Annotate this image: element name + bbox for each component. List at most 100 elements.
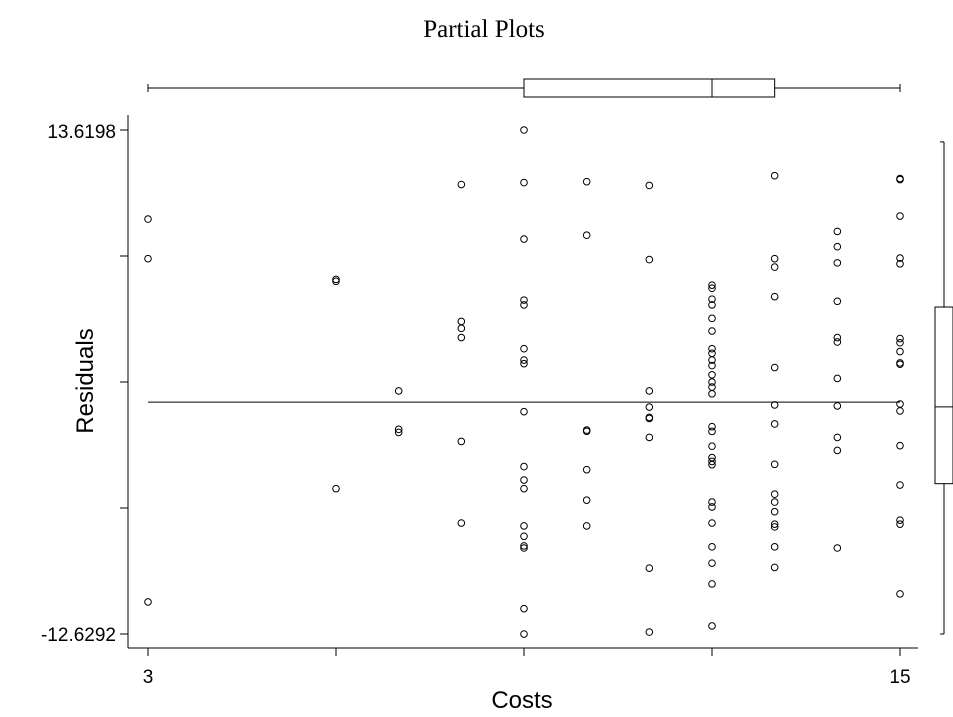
- scatter-point: [896, 347, 904, 356]
- data-points: [144, 126, 904, 638]
- scatter-point: [896, 590, 904, 598]
- scatter-point: [582, 465, 591, 474]
- scatter-point: [708, 371, 716, 379]
- scatter-point: [896, 254, 904, 262]
- scatter-point: [457, 519, 466, 527]
- scatter-point: [896, 212, 904, 220]
- scatter-point: [520, 604, 528, 613]
- scatter-point: [896, 481, 904, 489]
- scatter-point: [833, 446, 842, 455]
- scatter-point: [645, 403, 654, 411]
- scatter-point: [645, 255, 654, 264]
- scatter-point: [645, 414, 654, 423]
- x-axis-label: Costs: [491, 687, 552, 714]
- scatter-point: [833, 374, 842, 383]
- scatter-point: [833, 227, 842, 236]
- scatter-point: [520, 356, 528, 364]
- scatter-point: [457, 333, 466, 342]
- scatter-point: [520, 544, 528, 552]
- y-boxplot: [934, 141, 953, 635]
- scatter-point: [582, 231, 591, 240]
- scatter-point: [332, 275, 340, 284]
- scatter-point: [708, 344, 716, 353]
- scatter-point: [520, 484, 528, 493]
- scatter-point: [708, 427, 716, 436]
- scatter-point: [896, 441, 904, 450]
- scatter-point: [896, 516, 904, 524]
- scatter-point: [708, 295, 716, 303]
- scatter-point: [520, 630, 528, 638]
- scatter-point: [708, 301, 716, 309]
- x-boxplot: [147, 78, 901, 98]
- scatter-point: [833, 242, 842, 251]
- scatter-point: [770, 363, 779, 372]
- scatter-point: [708, 349, 716, 358]
- y-axis-label: Residuals: [72, 328, 99, 433]
- scatter-point: [457, 324, 466, 333]
- scatter-point: [708, 281, 716, 289]
- scatter-point: [645, 387, 654, 395]
- scatter-point: [770, 254, 779, 263]
- scatter-point: [394, 428, 403, 437]
- scatter-point: [144, 254, 152, 263]
- scatter-point: [833, 544, 842, 552]
- scatter-point: [582, 496, 591, 504]
- scatter-point: [520, 407, 528, 416]
- scatter-point: [770, 171, 779, 180]
- chart-title: Partial Plots: [423, 16, 545, 43]
- scatter-point: [708, 378, 716, 386]
- scatter-point: [645, 433, 654, 442]
- scatter-point: [770, 543, 779, 551]
- scatter-point: [520, 235, 528, 243]
- scatter-point: [770, 420, 779, 428]
- scatter-point: [394, 425, 403, 434]
- scatter-point: [770, 292, 779, 301]
- scatter-point: [896, 360, 904, 369]
- scatter-point: [520, 296, 528, 304]
- scatter-point: [896, 260, 904, 268]
- scatter-point: [520, 542, 528, 550]
- scatter-point: [833, 297, 842, 306]
- y-tick-label-top: 13.6198: [47, 122, 116, 143]
- scatter-point: [520, 522, 528, 530]
- x-tick-label-right: 15: [889, 667, 910, 688]
- scatter-point: [708, 327, 716, 335]
- scatter-point: [833, 433, 842, 442]
- scatter-point: [708, 383, 716, 391]
- scatter-point: [708, 580, 716, 588]
- scatter-point: [457, 317, 466, 326]
- scatter-point: [770, 498, 779, 506]
- scatter-point: [708, 422, 716, 431]
- scatter-point: [708, 453, 716, 462]
- scatter-point: [332, 484, 340, 493]
- scatter-point: [896, 175, 904, 184]
- scatter-point: [770, 523, 779, 531]
- scatter-point: [520, 301, 528, 309]
- scatter-point: [708, 503, 716, 511]
- scatter-point: [708, 559, 716, 567]
- y-box-body: [934, 306, 953, 485]
- scatter-point: [144, 215, 152, 223]
- scatter-point: [645, 181, 654, 190]
- scatter-point: [520, 126, 528, 134]
- scatter-point: [708, 622, 716, 630]
- scatter-point: [645, 628, 654, 636]
- scatter-point: [394, 387, 403, 395]
- scatter-point: [332, 277, 340, 286]
- scatter-point: [770, 507, 779, 516]
- scatter-point: [520, 476, 528, 484]
- scatter-point: [582, 522, 591, 530]
- scatter-point: [770, 490, 779, 499]
- scatter-point: [708, 457, 716, 466]
- scatter-point: [520, 532, 528, 541]
- scatter-point: [833, 338, 842, 346]
- scatter-point: [708, 519, 716, 527]
- x-axis-ticks: [147, 648, 901, 656]
- scatter-point: [708, 390, 716, 398]
- scatter-point: [833, 259, 842, 267]
- scatter-point: [770, 263, 779, 271]
- scatter-point: [708, 498, 716, 506]
- scatter-point: [896, 334, 904, 343]
- scatter-point: [708, 460, 716, 469]
